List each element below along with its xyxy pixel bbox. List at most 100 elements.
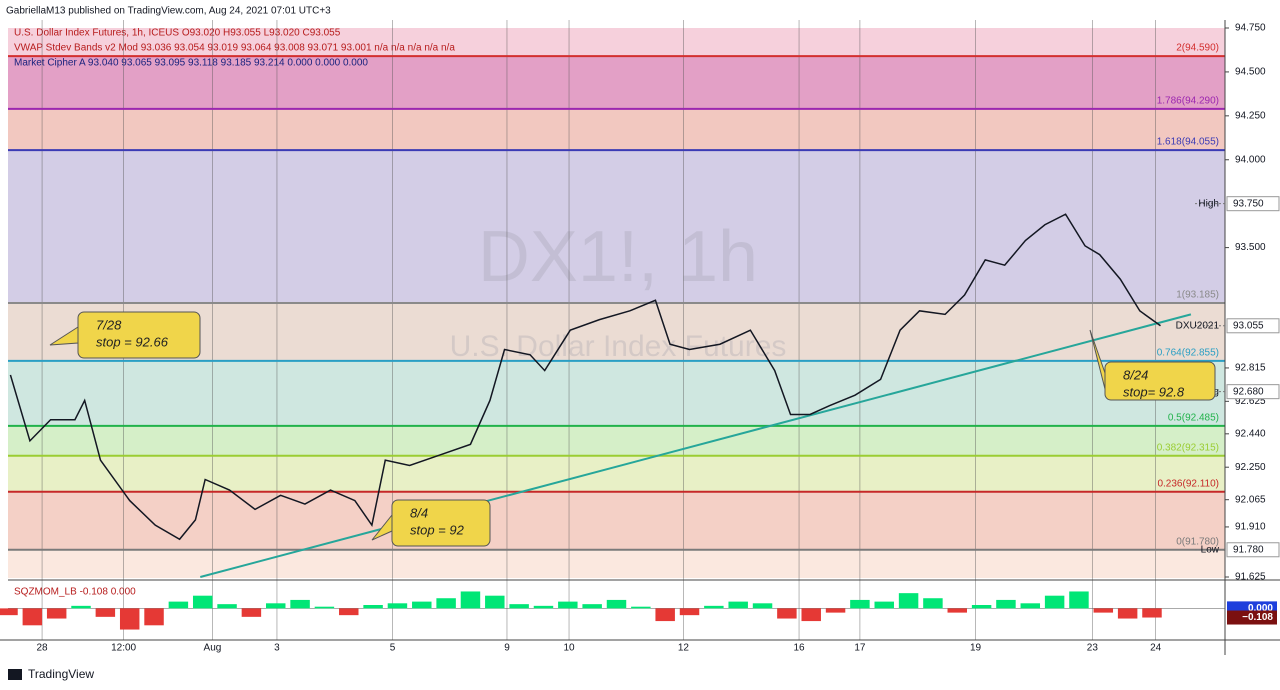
y-tick-label: 91.625 — [1235, 572, 1266, 583]
fib-band — [8, 28, 1225, 57]
momentum-bar — [655, 608, 675, 622]
x-tick-label: 23 — [1087, 643, 1099, 654]
momentum-bar — [460, 591, 481, 609]
momentum-bar — [0, 608, 18, 616]
y-tick-label: 94.000 — [1235, 154, 1266, 165]
y-tick-label: 93.500 — [1235, 242, 1266, 253]
fib-band — [8, 360, 1225, 426]
fib-label: 2(94.590) — [1176, 43, 1219, 54]
callout — [77, 311, 201, 359]
price-badge — [1226, 384, 1280, 400]
fib-label: 1.618(94.055) — [1157, 137, 1219, 148]
value-badge — [1227, 610, 1277, 625]
fib-label: 0.382(92.315) — [1157, 442, 1219, 453]
y-tick-label: 92.065 — [1235, 494, 1266, 505]
callout-text: stop = 92 — [410, 522, 465, 537]
fib-label: 1(93.185) — [1176, 290, 1219, 301]
fib-label: 0.236(92.110) — [1157, 478, 1219, 489]
price-badge-label: 91.780 — [1233, 544, 1264, 555]
momentum-bar — [874, 601, 894, 609]
legend-line: Market Cipher A 93.040 93.065 93.095 93.… — [14, 58, 368, 69]
x-tick-label: 3 — [274, 643, 280, 654]
momentum-bar — [752, 603, 773, 609]
x-tick-label: Aug — [204, 643, 222, 654]
price-badge — [1226, 542, 1280, 558]
callout — [391, 499, 491, 547]
momentum-bar — [801, 608, 821, 622]
momentum-bar — [1117, 608, 1138, 619]
momentum-bar — [95, 608, 116, 617]
momentum-bar — [363, 605, 383, 609]
x-tick-label: 24 — [1150, 643, 1162, 654]
price-badge-label: 93.055 — [1233, 320, 1264, 331]
momentum-bar — [192, 595, 213, 609]
y-tick-label: 92.815 — [1235, 363, 1266, 374]
momentum-bar — [533, 605, 554, 609]
x-tick-label: 10 — [563, 643, 575, 654]
momentum-bar — [485, 595, 505, 609]
fib-band — [8, 455, 1225, 492]
momentum-bar — [412, 601, 432, 609]
momentum-bar — [947, 608, 967, 613]
fib-label: 0.764(92.855) — [1157, 348, 1219, 359]
fib-label: 1.786(94.290) — [1157, 95, 1219, 106]
callout-text: 8/4 — [410, 505, 428, 520]
logo: TradingView — [28, 667, 94, 681]
x-tick-label: 5 — [390, 643, 396, 654]
watermark-sub: U.S. Dollar Index Futures — [450, 330, 787, 363]
momentum-bar — [1069, 591, 1089, 609]
price-label-name: Low — [1201, 544, 1220, 555]
y-tick-label: 92.440 — [1235, 428, 1266, 439]
fib-band — [8, 491, 1225, 550]
momentum-bar — [1020, 603, 1041, 609]
price-line — [9, 213, 1161, 541]
x-tick-label: 19 — [970, 643, 982, 654]
fib-band — [8, 150, 1225, 303]
fib-band — [8, 108, 1225, 151]
y-tick-label: 94.250 — [1235, 110, 1266, 121]
momentum-bar — [266, 603, 286, 609]
momentum-bar — [119, 608, 140, 630]
y-tick-label: 92.250 — [1235, 462, 1266, 473]
fib-label: 0(91.780) — [1176, 536, 1219, 547]
fib-label: 0.5(92.485) — [1168, 413, 1219, 424]
momentum-bar — [436, 598, 456, 609]
momentum-bar — [217, 604, 237, 609]
price-label-name: DXU2021 — [1176, 320, 1220, 331]
momentum-bar — [1044, 595, 1065, 609]
callout-text: 8/24 — [1123, 367, 1148, 382]
x-tick-label: 9 — [504, 643, 510, 654]
momentum-bar — [704, 605, 724, 609]
momentum-bar — [1142, 608, 1162, 618]
momentum-bar — [387, 603, 408, 609]
momentum-bar — [679, 608, 700, 616]
momentum-bar — [46, 608, 67, 619]
momentum-bar — [631, 606, 651, 609]
callout — [1104, 361, 1216, 401]
callout-text: 7/28 — [96, 317, 122, 332]
momentum-bar — [898, 593, 919, 609]
momentum-bar — [22, 608, 43, 626]
momentum-bar — [850, 599, 870, 609]
value-badge-label: 0.000 — [1248, 603, 1273, 614]
callout-text: stop= 92.8 — [1123, 384, 1185, 399]
momentum-bar — [825, 608, 846, 613]
x-tick-label: 12 — [678, 643, 690, 654]
trendline — [200, 313, 1192, 578]
fib-band — [8, 425, 1225, 456]
momentum-title: SQZMOM_LB -0.108 0.000 — [14, 587, 136, 598]
momentum-bar — [996, 599, 1016, 609]
momentum-bar — [582, 604, 602, 609]
value-badge-label: −0.108 — [1242, 612, 1273, 623]
momentum-bar — [71, 605, 91, 609]
momentum-bar — [290, 599, 310, 609]
price-badge-label: 92.680 — [1233, 386, 1264, 397]
y-tick-label: 94.750 — [1235, 23, 1266, 34]
momentum-bar — [1093, 608, 1114, 613]
x-tick-label: 17 — [854, 643, 866, 654]
momentum-bar — [339, 608, 359, 616]
y-tick-label: 94.500 — [1235, 67, 1266, 78]
x-tick-label: 28 — [37, 643, 49, 654]
price-label-name: High — [1198, 198, 1219, 209]
momentum-bar — [777, 608, 797, 619]
